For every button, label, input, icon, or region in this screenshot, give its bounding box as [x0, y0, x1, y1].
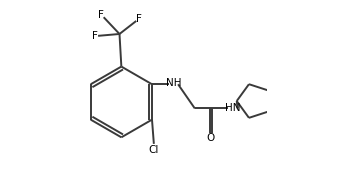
Text: O: O — [206, 133, 215, 143]
Text: NH: NH — [166, 78, 181, 88]
Text: F: F — [136, 14, 142, 24]
Text: HN: HN — [225, 103, 241, 112]
Text: F: F — [92, 31, 98, 41]
Text: F: F — [98, 10, 104, 20]
Text: Cl: Cl — [149, 145, 159, 155]
